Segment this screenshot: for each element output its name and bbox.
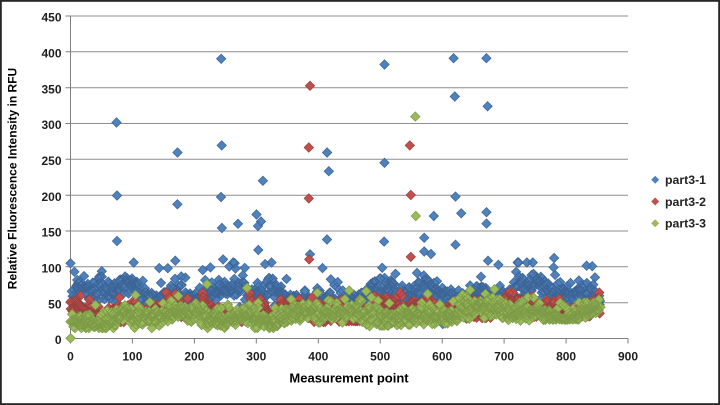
svg-text:part3-3: part3-3 [665, 217, 706, 231]
svg-text:400: 400 [308, 350, 328, 364]
svg-text:50: 50 [48, 297, 62, 311]
svg-text:150: 150 [41, 226, 61, 240]
svg-text:700: 700 [494, 350, 514, 364]
svg-text:600: 600 [432, 350, 452, 364]
svg-text:part3-1: part3-1 [665, 173, 706, 187]
svg-text:100: 100 [41, 261, 61, 275]
svg-text:500: 500 [370, 350, 390, 364]
svg-text:part3-2: part3-2 [665, 195, 706, 209]
svg-text:400: 400 [41, 46, 61, 60]
svg-text:250: 250 [41, 154, 61, 168]
svg-text:300: 300 [246, 350, 266, 364]
svg-text:Relative Fluorescence Intensit: Relative Fluorescence Intensity in RFU [6, 68, 20, 289]
svg-text:800: 800 [556, 350, 576, 364]
svg-text:200: 200 [184, 350, 204, 364]
svg-text:900: 900 [618, 350, 638, 364]
svg-text:0: 0 [55, 333, 62, 347]
svg-text:100: 100 [122, 350, 142, 364]
svg-text:Measurement point: Measurement point [289, 371, 409, 386]
svg-text:300: 300 [41, 118, 61, 132]
svg-text:0: 0 [67, 350, 74, 364]
svg-text:350: 350 [41, 82, 61, 96]
svg-text:200: 200 [41, 190, 61, 204]
svg-text:450: 450 [41, 11, 61, 25]
